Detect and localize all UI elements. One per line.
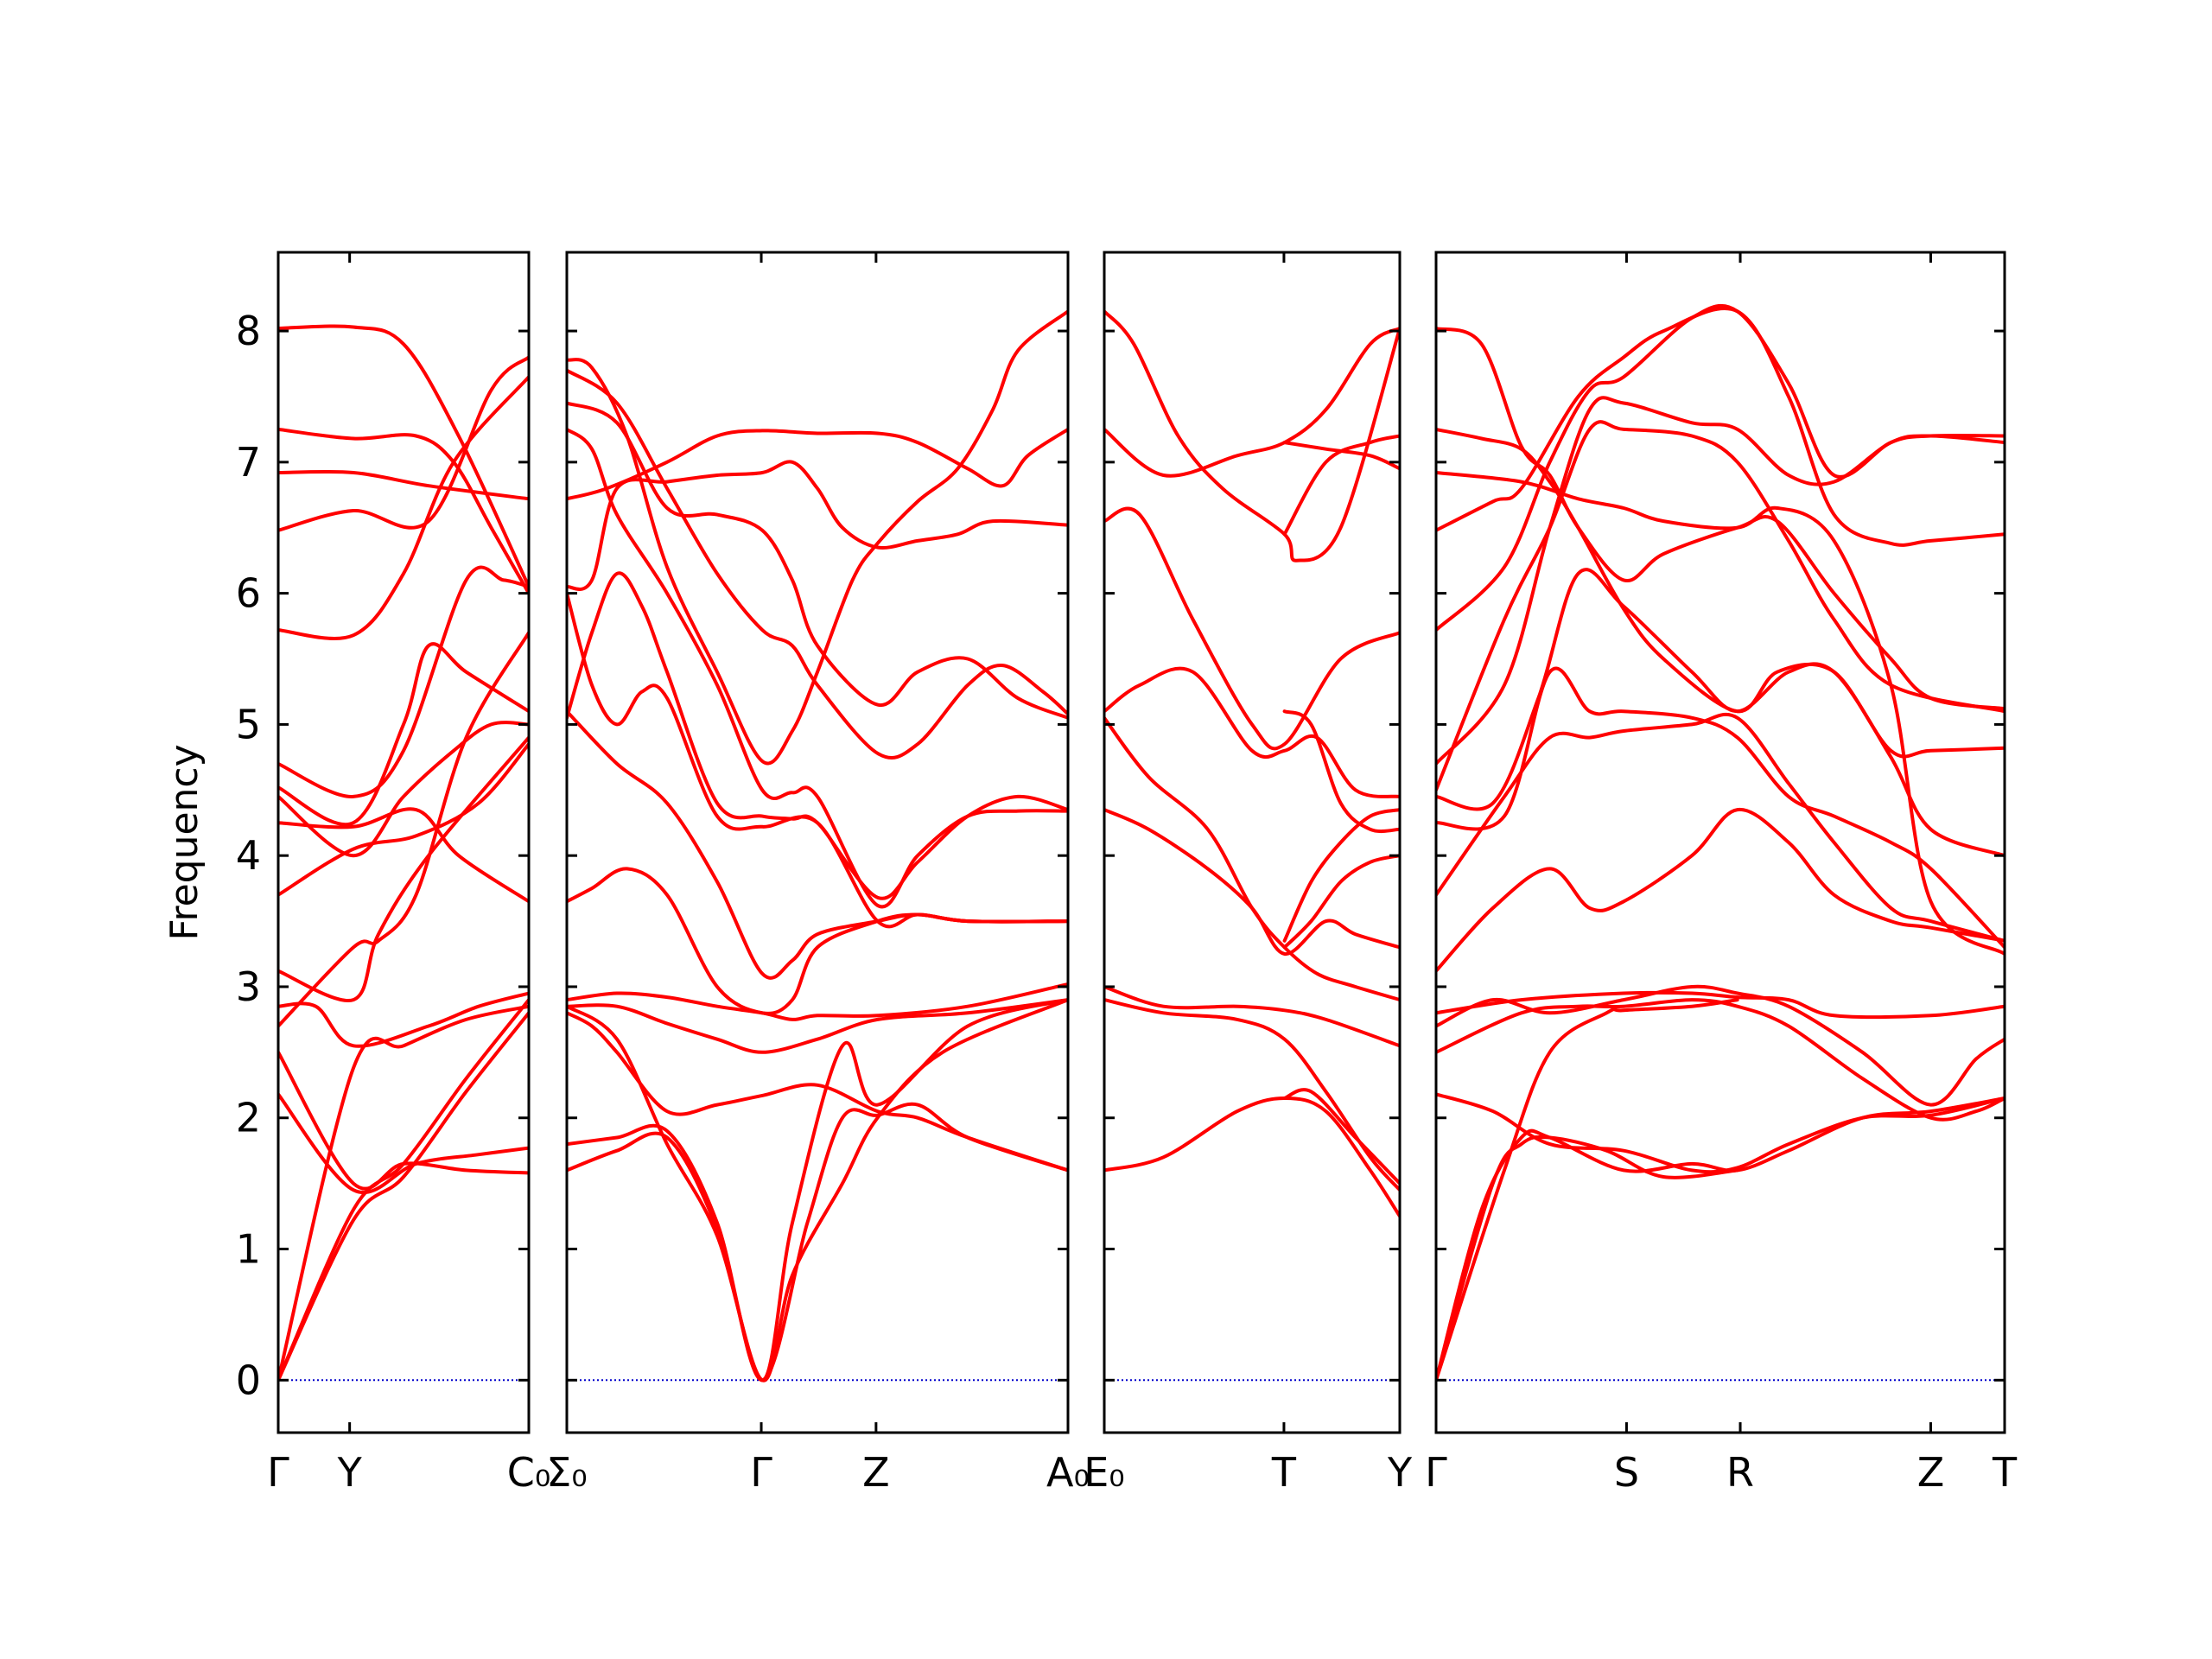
band-line [1282,808,1400,943]
y-tick-label: 3 [236,963,261,1010]
band-line [278,998,529,1382]
panel-frame [1103,251,1402,1434]
x-tick-label: Z [1917,1449,1945,1496]
x-tick-label: E₀ [1084,1449,1125,1496]
band-panel-3: E₀ T Y [1084,251,1413,1496]
y-tick-label: 6 [236,570,261,617]
band-line [1436,396,2005,766]
band-curves [278,324,529,1382]
band-line [278,427,529,595]
band-line [567,867,1068,1015]
band-line [1104,998,1400,1192]
x-tick-label: A₀ [1046,1449,1090,1496]
band-line [278,742,529,897]
x-tick-label: Σ₀ [546,1449,588,1496]
band-line [1104,985,1400,1048]
band-line [278,631,529,1028]
band-line [278,1092,529,1194]
band-line [278,721,529,858]
x-tick-label: Γ [1425,1449,1447,1496]
x-tick-label: S [1614,1449,1639,1496]
band-line [1104,309,1400,563]
x-tick-label: T [1992,1449,2018,1496]
x-tick-label: Y [1387,1449,1413,1496]
y-tick-label: 4 [236,832,261,879]
band-line [278,355,529,532]
x-tick-label: T [1271,1449,1297,1496]
y-tick-label: 8 [236,308,261,354]
band-line [567,1011,1068,1173]
band-line [278,375,529,640]
y-tick-label: 1 [236,1226,261,1273]
band-line [1436,427,2005,759]
band-line [1282,441,1400,471]
band-line [1436,1135,1739,1382]
band-line [1436,712,2005,943]
x-tick-label: C₀ [507,1449,551,1496]
band-line [278,469,529,501]
x-tick-label: Γ [750,1449,772,1496]
band-line [567,998,1068,1054]
band-line [567,401,1068,720]
panel-frame [276,251,531,1434]
band-line [567,982,1068,1021]
band-line [1282,434,1400,537]
x-tick-label: Z [862,1449,890,1496]
y-tick-label: 7 [236,439,261,486]
y-axis-label: Frequency [162,744,207,940]
band-line [1436,568,2005,858]
band-line [567,571,1068,900]
band-line [278,807,529,904]
x-tick-label: Γ [267,1449,289,1496]
band-line [278,642,529,827]
x-tick-label: Y [337,1449,363,1496]
band-line [1436,990,2005,1020]
band-line [1436,420,2005,792]
band-line [1282,1088,1400,1185]
band-line [278,1011,529,1382]
y-axis-ticks: 0 1 2 3 4 5 6 7 8 [236,308,261,1403]
band-line [278,735,529,1003]
band-line [1104,808,1400,956]
band-line [278,565,529,798]
band-line [1436,306,2005,547]
band-line [1436,998,2005,1122]
band-line [567,998,1068,1382]
band-line [1436,808,2005,973]
band-line [1436,998,1739,1382]
band-line [278,1004,529,1382]
band-line [567,427,1068,909]
band-curves [1104,309,1400,1218]
panel-frame [565,251,1070,1434]
panel-frame [1434,251,2006,1434]
y-tick-label: 0 [236,1357,261,1403]
band-line [278,324,529,588]
y-tick-label: 5 [236,701,261,747]
band-line [1436,327,2005,711]
band-line [567,460,1068,591]
band-line [1104,666,1400,798]
band-line [1282,709,1400,834]
band-line [567,427,1068,501]
band-curves [1436,303,2005,1382]
band-panel-2: Σ₀ Γ Z A₀ [546,251,1090,1496]
band-line [1436,1092,2005,1174]
y-tick-label: 2 [236,1095,261,1141]
band-line [1104,506,1400,751]
band-line [1282,854,1400,950]
band-curves [567,309,1068,1382]
x-tick-label: R [1726,1449,1754,1496]
band-line [1436,666,2005,950]
band-line [278,1050,529,1191]
band-panel-1: Γ Y C₀ [267,251,551,1496]
